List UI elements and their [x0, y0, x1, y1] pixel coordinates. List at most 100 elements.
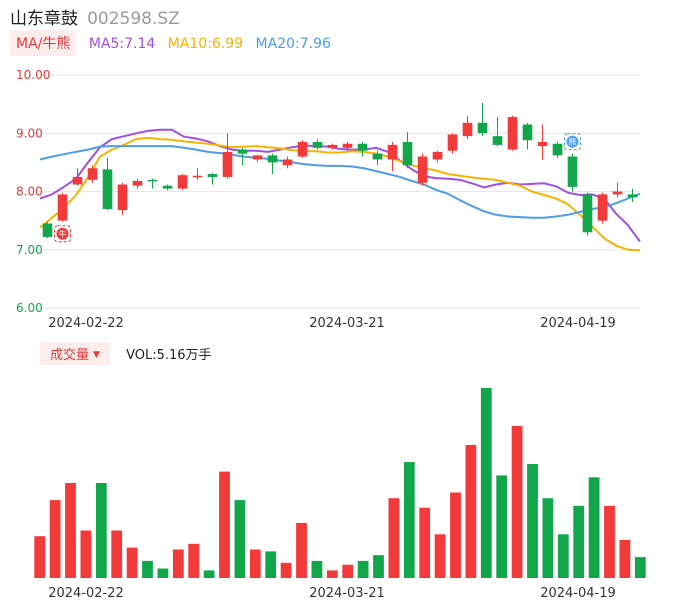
price-y-tick-label: 7.00 [16, 243, 43, 257]
candle-body [102, 169, 113, 209]
volume-bar [157, 568, 169, 578]
ma10-legend: MA10:6.99 [167, 36, 244, 52]
volume-x-axis: 2024-02-22 2024-03-21 2024-04-19 [48, 586, 616, 601]
price-y-axis: 10.00 9.00 8.00 7.00 6.00 [16, 68, 50, 315]
candle-body [462, 122, 473, 137]
volume-legend: 成交量 ▼ VOL:5.16万手 [40, 342, 212, 365]
candle-body [402, 141, 413, 166]
volume-bar [234, 500, 246, 578]
volume-value: VOL:5.16万手 [126, 348, 212, 363]
candle-body [492, 136, 503, 145]
volume-tag-label: 成交量 [50, 348, 90, 363]
volume-bar [465, 445, 477, 578]
candle-body [417, 156, 428, 183]
candle-body [372, 153, 383, 160]
price-y-tick-label: 8.00 [16, 185, 43, 199]
candle-body [327, 144, 338, 148]
volume-bar [388, 498, 400, 578]
price-x-tick-label: 2024-02-22 [48, 316, 124, 331]
candle-body [237, 149, 248, 154]
moving-average-lines [39, 128, 641, 252]
volume-bar [95, 483, 107, 578]
ma-legend: MA/牛熊 MA5:7.14 MA10:6.99 MA20:7.96 [10, 30, 331, 56]
candle-body [207, 174, 218, 177]
signal-marker-frame [564, 133, 581, 151]
volume-bar [296, 522, 307, 578]
volume-bar [480, 388, 492, 578]
candle-body [387, 144, 398, 160]
price-grid [40, 74, 640, 309]
candle-body [282, 159, 293, 166]
signal-markers: 牛熊 [54, 133, 581, 243]
candle-body [522, 124, 533, 141]
signal-marker-frame [54, 225, 71, 243]
ma-indicator-selector[interactable]: MA/牛熊 [10, 30, 77, 56]
volume-bar [542, 498, 554, 578]
volume-bar [172, 549, 184, 578]
candle-body [297, 141, 308, 157]
stock-header: 山东章鼓 002598.SZ [10, 4, 180, 29]
candle-body [162, 185, 173, 189]
volume-x-tick-label: 2024-04-19 [540, 586, 616, 601]
candle-body [552, 143, 563, 156]
volume-bar [311, 560, 323, 578]
ma5-legend: MA5:7.14 [88, 36, 156, 52]
candle-body [192, 175, 203, 178]
candle-body [312, 141, 323, 148]
candle-body [342, 143, 353, 148]
candle-body [477, 122, 488, 134]
volume-bar [450, 492, 461, 578]
volume-bar [34, 536, 46, 578]
candle-body [537, 141, 548, 147]
signal-marker-dot [566, 135, 579, 148]
candle-body [177, 175, 188, 189]
volume-bar [419, 507, 431, 578]
candle-body [447, 134, 458, 151]
volume-bar [203, 570, 215, 578]
volume-bar [557, 534, 569, 578]
candle-body [267, 155, 278, 163]
candle-body [57, 194, 68, 221]
candle-body [627, 194, 638, 198]
volume-bar [573, 505, 585, 578]
price-y-tick-label: 10.00 [16, 68, 50, 82]
volume-indicator-selector[interactable]: 成交量 ▼ [40, 342, 110, 365]
volume-bar [527, 464, 538, 578]
price-y-tick-label: 6.00 [16, 301, 43, 315]
candle-body [117, 184, 128, 211]
signal-marker-label: 牛 [59, 229, 67, 239]
volume-bar [342, 564, 354, 578]
stock-code: 002598.SZ [87, 9, 180, 29]
price-x-tick-label: 2024-03-21 [309, 316, 385, 331]
volume-bar [219, 471, 230, 578]
volume-bar [265, 551, 277, 578]
volume-bar [403, 462, 415, 578]
signal-marker-label: 熊 [569, 137, 577, 147]
volume-bar [65, 483, 76, 578]
stock-name: 山东章鼓 [10, 9, 78, 29]
volume-bar [188, 543, 200, 578]
candle-body [132, 181, 143, 186]
caret-down-icon: ▼ [93, 350, 100, 360]
volume-bar [496, 475, 508, 578]
candle-body [612, 191, 623, 195]
candle-body [222, 151, 233, 177]
volume-bar [80, 530, 92, 578]
candle-body [567, 156, 578, 187]
price-x-tick-label: 2024-04-19 [540, 316, 616, 331]
volume-x-tick-label: 2024-03-21 [309, 586, 385, 601]
price-x-axis: 2024-02-22 2024-03-21 2024-04-19 [48, 316, 616, 331]
signal-marker-dot [56, 227, 69, 240]
volume-bar [434, 534, 446, 578]
candle-body [42, 223, 53, 237]
candlestick-series [42, 102, 638, 239]
candle-body [432, 151, 443, 160]
candle-body [252, 155, 263, 160]
volume-bar [126, 547, 138, 578]
volume-bars [34, 388, 646, 578]
volume-bar [326, 570, 338, 578]
candle-body [597, 194, 608, 221]
price-y-tick-label: 9.00 [16, 126, 43, 140]
volume-bar [249, 549, 261, 578]
